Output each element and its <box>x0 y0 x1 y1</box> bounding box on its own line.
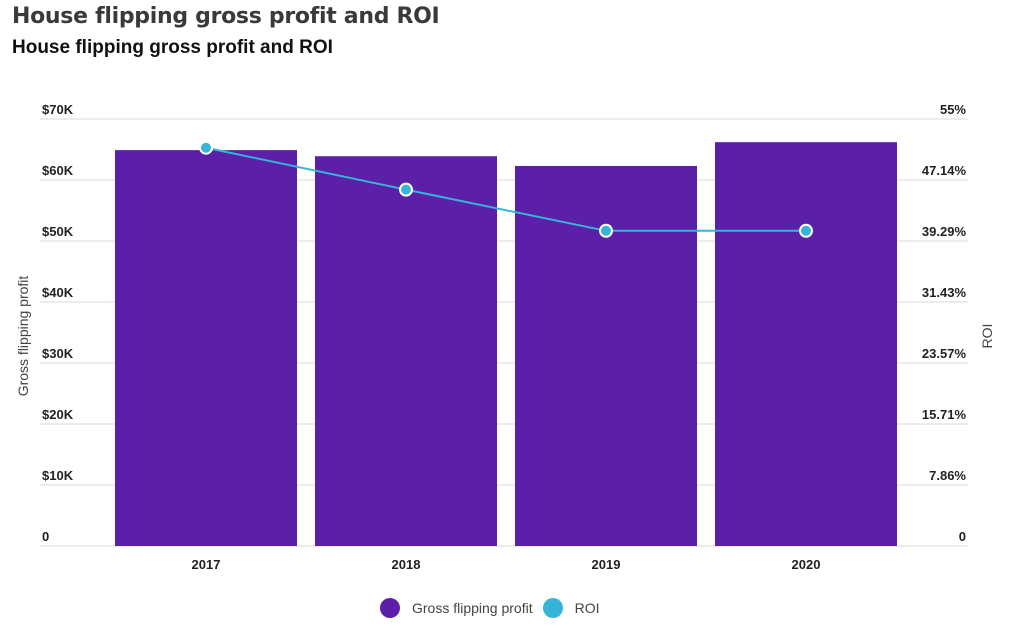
y2-axis-label: ROI <box>979 324 995 349</box>
y2-tick-label: 23.57% <box>922 346 967 361</box>
legend-swatch-roi <box>542 598 563 618</box>
chart-title: House flipping gross profit and ROI <box>12 4 440 29</box>
y-tick-label: 0 <box>42 529 49 544</box>
y-tick-label: $10K <box>42 468 74 483</box>
y-tick-label: $20K <box>42 407 74 422</box>
legend: Gross flipping profit ROI <box>380 598 610 618</box>
y-tick-label: $70K <box>42 102 74 117</box>
legend-item-profit[interactable]: Gross flipping profit <box>380 598 533 618</box>
y2-tick-label: 0 <box>959 529 966 544</box>
legend-label-roi: ROI <box>574 600 600 616</box>
y-tick-label: $30K <box>42 346 74 361</box>
roi-point-2017[interactable] <box>199 140 213 155</box>
y2-tick-label: 15.71% <box>922 407 967 422</box>
roi-line <box>205 146 806 232</box>
roi-point-2018[interactable] <box>399 182 413 197</box>
legend-label-profit: Gross flipping profit <box>412 600 533 616</box>
bar-2018[interactable] <box>315 156 497 546</box>
y2-tick-label: 7.86% <box>929 468 966 483</box>
roi-point-2019[interactable] <box>599 223 613 238</box>
legend-swatch-profit <box>380 598 400 618</box>
x-tick-label: 2017 <box>192 557 221 572</box>
roi-point-2020[interactable] <box>799 223 813 238</box>
y-axis-label: Gross flipping profit <box>15 276 31 397</box>
bar-2017[interactable] <box>115 150 297 547</box>
y-tick-label: $40K <box>42 285 74 300</box>
y2-tick-label: 39.29% <box>922 224 967 239</box>
x-tick-label: 2020 <box>792 557 821 572</box>
y2-tick-label: 31.43% <box>922 285 967 300</box>
legend-item-roi[interactable]: ROI <box>542 598 600 618</box>
y2-tick-label: 55% <box>940 102 966 117</box>
x-tick-label: 2019 <box>592 557 621 572</box>
y-tick-label: $60K <box>42 163 74 178</box>
y-tick-label: $50K <box>42 224 74 239</box>
x-tick-label: 2018 <box>392 557 421 572</box>
chart-subtitle: House flipping gross profit and ROI <box>12 37 333 58</box>
bar-2019[interactable] <box>515 165 697 546</box>
bar-2020[interactable] <box>715 142 897 546</box>
y2-tick-label: 47.14% <box>922 163 967 178</box>
